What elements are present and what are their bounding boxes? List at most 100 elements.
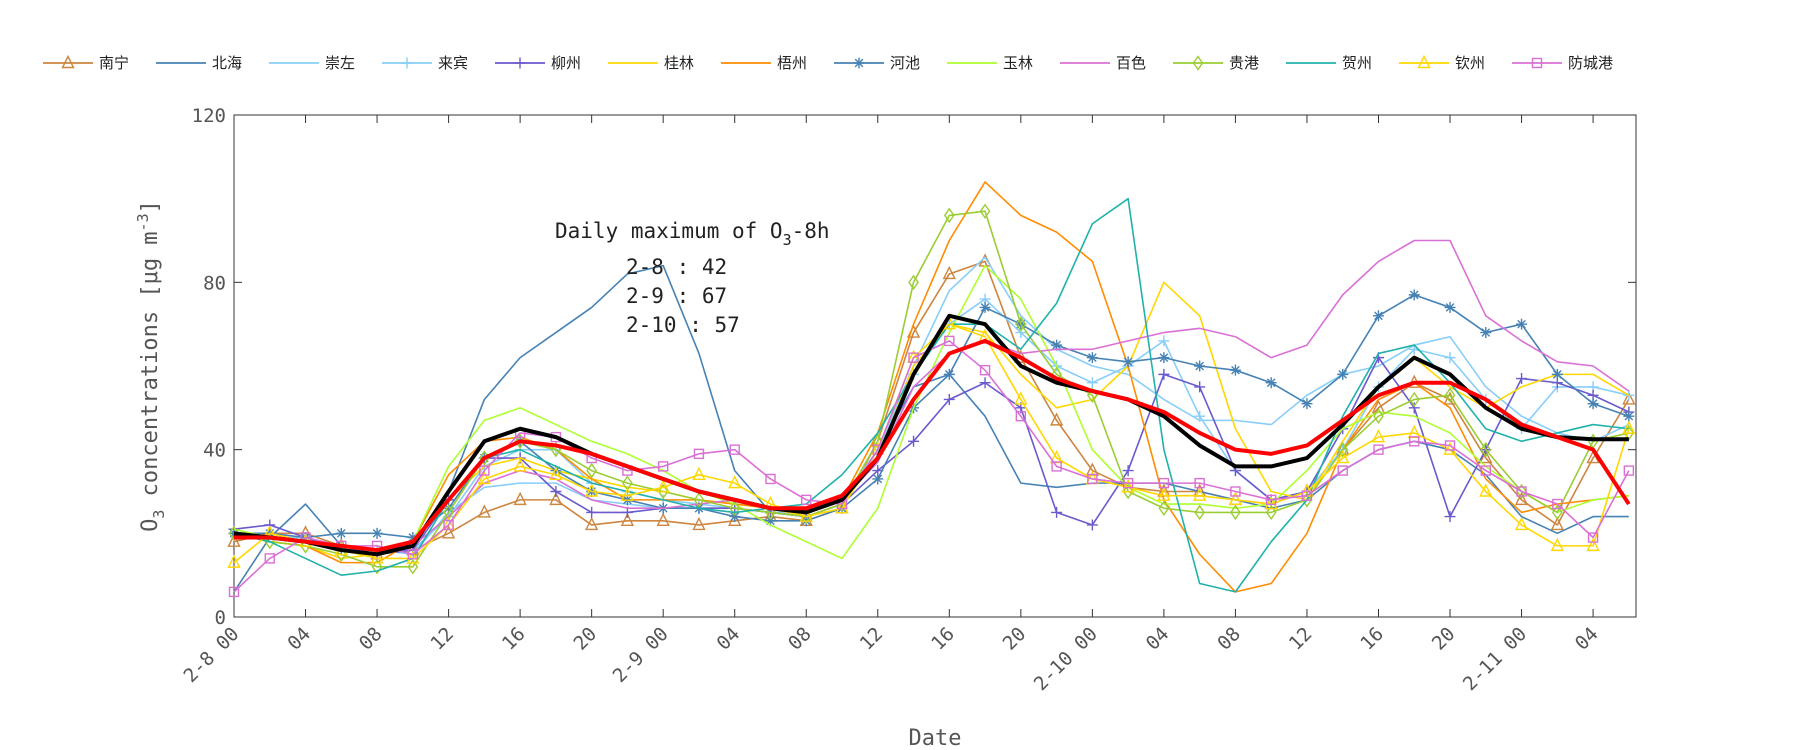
series-北海: [233, 264, 1629, 593]
data-point-marker: [1301, 492, 1313, 508]
data-point-marker: [1158, 500, 1170, 516]
data-point-marker: [908, 352, 919, 363]
legend-label: 贺州: [1342, 54, 1372, 72]
data-point-marker: [549, 466, 563, 480]
data-point-marker: [872, 473, 884, 485]
legend-item: 贺州: [1286, 54, 1372, 72]
data-point-marker: [692, 466, 706, 480]
x-tick-label: 20: [569, 623, 601, 655]
data-point-marker: [943, 368, 955, 380]
data-point-marker: [1337, 368, 1349, 380]
annotation-title: Daily maximum of O3-8h: [555, 219, 830, 249]
x-axis-title: Date: [909, 726, 962, 750]
data-point-marker: [979, 301, 991, 313]
legend-label: 贵港: [1229, 54, 1259, 72]
data-point-marker: [1194, 360, 1206, 372]
legend-label: 防城港: [1568, 54, 1613, 72]
data-point-marker: [656, 512, 670, 526]
data-point-marker: [1230, 486, 1241, 497]
data-point-marker: [908, 274, 919, 291]
series-line: [233, 239, 1630, 551]
x-tick-label: 20: [1428, 623, 1460, 655]
series-group: [227, 181, 1636, 598]
data-point-marker: [443, 502, 455, 514]
data-point-marker: [1444, 511, 1456, 523]
data-point-marker: [407, 549, 419, 560]
data-point-marker: [1265, 377, 1277, 389]
data-point-marker: [979, 203, 991, 219]
data-point-marker: [657, 461, 669, 472]
y-tick-label: 80: [203, 272, 226, 294]
data-point-marker: [1531, 57, 1543, 69]
data-point-marker: [1373, 444, 1384, 455]
data-point-marker: [1265, 494, 1277, 506]
data-point-marker: [1479, 483, 1493, 497]
data-point-marker: [1158, 477, 1170, 489]
data-point-marker: [228, 586, 240, 598]
data-point-marker: [1479, 449, 1493, 464]
data-point-marker: [1514, 516, 1529, 531]
data-point-marker: [264, 553, 275, 564]
series-line: [233, 210, 1630, 568]
data-point-marker: [799, 508, 813, 522]
series-red-line: [234, 338, 1631, 553]
data-point-marker: [61, 54, 75, 69]
data-point-marker: [550, 465, 562, 477]
data-point-marker: [1516, 318, 1528, 330]
data-point-marker: [765, 473, 776, 485]
series-line: [233, 340, 1630, 593]
data-point-marker: [1086, 519, 1098, 531]
x-tick-label: 16: [498, 623, 530, 655]
data-point-marker: [1337, 441, 1349, 458]
data-point-marker: [1301, 490, 1313, 501]
x-tick-label: 16: [1356, 623, 1388, 655]
data-point-marker: [1194, 410, 1206, 422]
data-point-marker: [585, 483, 599, 497]
data-point-marker: [477, 504, 491, 518]
data-point-marker: [371, 559, 383, 575]
series-line: [233, 313, 1629, 557]
data-point-marker: [1194, 381, 1206, 393]
legend-label: 玉林: [1003, 54, 1033, 72]
data-point-marker: [835, 500, 849, 514]
legend-label: 来宾: [438, 54, 468, 72]
data-point-marker: [1086, 352, 1098, 364]
data-point-marker: [1586, 537, 1600, 552]
data-point-marker: [1015, 316, 1027, 332]
data-point-marker: [1265, 504, 1277, 521]
annotation: Daily maximum of O3-8h 2-8 : 42 2-9 : 67…: [555, 219, 830, 337]
legend-label: 梧州: [777, 54, 807, 72]
data-point-marker: [729, 500, 741, 516]
data-point-marker: [228, 527, 240, 539]
series-line: [233, 323, 1630, 564]
data-point-marker: [1552, 498, 1563, 510]
data-point-marker: [1192, 55, 1204, 71]
data-point-marker: [1371, 429, 1386, 443]
data-point-marker: [1087, 473, 1098, 485]
x-tick-label: 04: [1142, 623, 1174, 655]
data-point-marker: [407, 559, 419, 575]
data-point-marker: [227, 533, 241, 547]
data-point-marker: [1230, 504, 1241, 521]
data-point-marker: [479, 465, 490, 476]
legend-label: 北海: [212, 54, 242, 72]
data-point-marker: [764, 515, 776, 527]
data-point-marker: [1408, 289, 1420, 301]
x-tick-label: 04: [1571, 623, 1603, 655]
x-tick-label: 20: [999, 623, 1031, 655]
legend-item: 北海: [156, 54, 242, 72]
data-point-marker: [1301, 398, 1313, 410]
data-point-marker: [1480, 465, 1491, 476]
data-point-marker: [1337, 465, 1348, 476]
data-point-marker: [1121, 479, 1135, 493]
legend-item: 来宾: [382, 54, 468, 72]
data-point-marker: [1444, 387, 1456, 404]
x-tick-label: 08: [784, 623, 816, 655]
x-tick-label: 2-9 00: [609, 623, 673, 687]
legend-item: 钦州: [1399, 54, 1485, 72]
legend-item: 河池: [834, 54, 920, 72]
x-tick-label: 04: [713, 623, 745, 655]
legend-item: 防城港: [1512, 54, 1613, 72]
data-point-marker: [908, 435, 920, 447]
